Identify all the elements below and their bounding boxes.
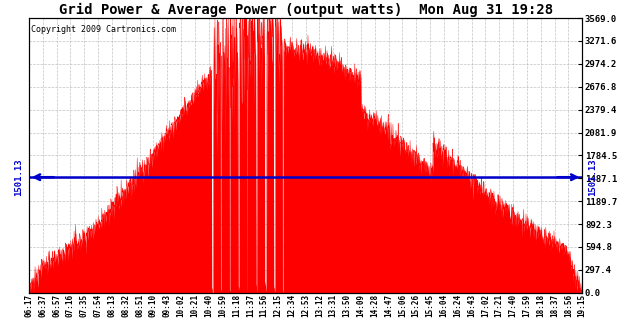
Text: 1501.13: 1501.13 [588,158,596,196]
Text: Copyright 2009 Cartronics.com: Copyright 2009 Cartronics.com [30,25,175,34]
Text: 1501.13: 1501.13 [14,158,24,196]
Title: Grid Power & Average Power (output watts)  Mon Aug 31 19:28: Grid Power & Average Power (output watts… [58,3,552,17]
